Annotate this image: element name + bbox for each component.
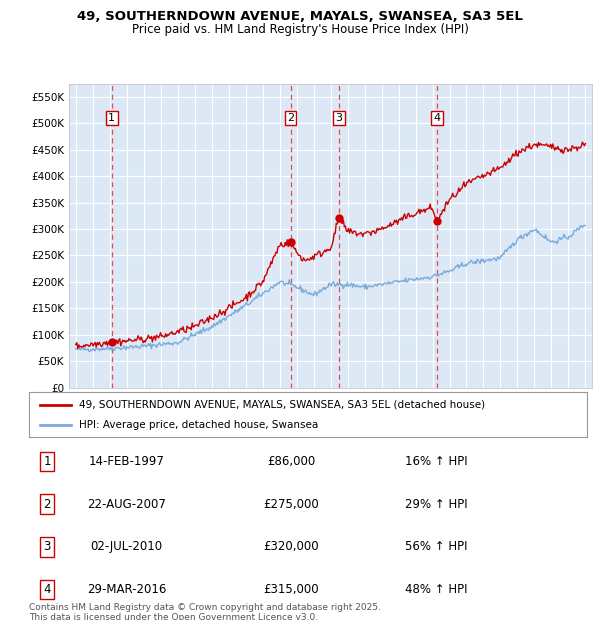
Text: 2: 2 xyxy=(287,113,294,123)
Text: 22-AUG-2007: 22-AUG-2007 xyxy=(87,498,166,511)
Text: 02-JUL-2010: 02-JUL-2010 xyxy=(91,540,163,553)
Text: 29-MAR-2016: 29-MAR-2016 xyxy=(87,583,166,596)
Text: £275,000: £275,000 xyxy=(263,498,319,511)
Text: 3: 3 xyxy=(335,113,343,123)
Text: 49, SOUTHERNDOWN AVENUE, MAYALS, SWANSEA, SA3 5EL (detached house): 49, SOUTHERNDOWN AVENUE, MAYALS, SWANSEA… xyxy=(79,399,485,410)
Text: 3: 3 xyxy=(44,540,51,553)
Text: 48% ↑ HPI: 48% ↑ HPI xyxy=(405,583,467,596)
Text: Price paid vs. HM Land Registry's House Price Index (HPI): Price paid vs. HM Land Registry's House … xyxy=(131,23,469,36)
Text: 2: 2 xyxy=(43,498,51,511)
Text: 49, SOUTHERNDOWN AVENUE, MAYALS, SWANSEA, SA3 5EL: 49, SOUTHERNDOWN AVENUE, MAYALS, SWANSEA… xyxy=(77,10,523,23)
Text: HPI: Average price, detached house, Swansea: HPI: Average price, detached house, Swan… xyxy=(79,420,318,430)
Text: Contains HM Land Registry data © Crown copyright and database right 2025.
This d: Contains HM Land Registry data © Crown c… xyxy=(29,603,380,620)
Text: £320,000: £320,000 xyxy=(263,540,319,553)
Text: 4: 4 xyxy=(433,113,440,123)
Text: 14-FEB-1997: 14-FEB-1997 xyxy=(89,455,164,468)
Text: 29% ↑ HPI: 29% ↑ HPI xyxy=(405,498,467,511)
Text: £315,000: £315,000 xyxy=(263,583,319,596)
Text: 56% ↑ HPI: 56% ↑ HPI xyxy=(405,540,467,553)
Text: 1: 1 xyxy=(43,455,51,468)
Text: 16% ↑ HPI: 16% ↑ HPI xyxy=(405,455,467,468)
Text: 4: 4 xyxy=(43,583,51,596)
Text: 1: 1 xyxy=(109,113,115,123)
Text: £86,000: £86,000 xyxy=(267,455,315,468)
